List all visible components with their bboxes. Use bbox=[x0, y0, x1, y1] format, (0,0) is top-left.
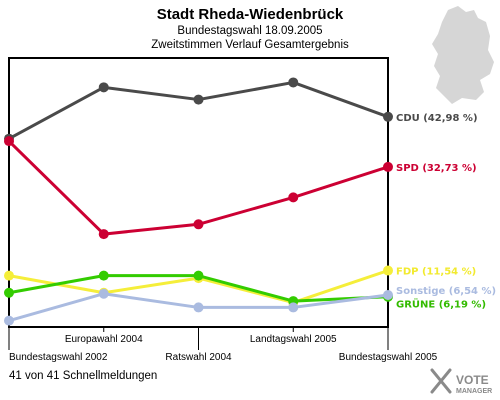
series-layer bbox=[4, 77, 393, 326]
data-point-sonstige-4 bbox=[383, 290, 393, 301]
series-label-sonstige: Sonstige (6,54 %) bbox=[396, 286, 496, 297]
series-label-layer: CDU (42,98 %) SPD (32,73 %) FDP (11,54 %) G… bbox=[396, 113, 496, 311]
data-point-fdp-4 bbox=[383, 265, 393, 276]
data-point-gr-ne-1 bbox=[98, 270, 109, 281]
vote-manager-logo-icon bbox=[430, 368, 452, 394]
series-label-fdp: FDP (11,54 %) bbox=[396, 267, 476, 278]
vote-manager-logo: VOTE MANAGER bbox=[430, 368, 492, 395]
chart-subtitle-description: Zweitstimmen Verlauf Gesamtergebnis bbox=[151, 39, 349, 51]
data-point-spd-2 bbox=[193, 219, 204, 230]
data-point-sonstige-1 bbox=[98, 288, 109, 299]
x-axis: Bundestagswahl 2002 Europawahl 2004 Ratswa… bbox=[8, 327, 438, 363]
footer-status: 41 von 41 Schnellmeldungen bbox=[9, 370, 157, 382]
data-point-cdu-4 bbox=[383, 111, 393, 122]
series-label-cdu: CDU (42,98 %) bbox=[396, 113, 478, 124]
data-point-spd-1 bbox=[98, 229, 109, 240]
data-point-cdu-3 bbox=[288, 77, 299, 88]
series-label-gr-ne: GRÜNE (6,19 %) bbox=[396, 297, 486, 311]
data-point-spd-4 bbox=[383, 161, 393, 172]
chart-subtitle-date: Bundestagswahl 18.09.2005 bbox=[177, 25, 322, 37]
germany-map-icon bbox=[432, 6, 494, 104]
data-point-gr-ne-0 bbox=[4, 287, 14, 298]
data-point-fdp-0 bbox=[4, 270, 14, 281]
series-label-spd: SPD (32,73 %) bbox=[396, 163, 477, 174]
data-point-sonstige-3 bbox=[288, 302, 299, 313]
data-point-gr-ne-2 bbox=[193, 270, 204, 281]
x-tick-label-4: Bundestagswahl 2005 bbox=[339, 352, 438, 363]
x-tick-label-2: Ratswahl 2004 bbox=[165, 352, 232, 363]
x-tick-label-3: Landtagswahl 2005 bbox=[250, 334, 337, 345]
data-point-spd-0 bbox=[4, 136, 14, 147]
logo-word-vote: VOTE bbox=[456, 373, 489, 387]
x-tick-label-0: Bundestagswahl 2002 bbox=[9, 352, 108, 363]
chart-title: Stadt Rheda-Wiedenbrück bbox=[157, 6, 344, 23]
data-point-spd-3 bbox=[288, 192, 299, 203]
x-tick-label-1: Europawahl 2004 bbox=[65, 334, 143, 345]
data-point-sonstige-2 bbox=[193, 302, 204, 313]
data-point-cdu-1 bbox=[98, 82, 109, 93]
data-point-sonstige-0 bbox=[4, 315, 14, 326]
logo-word-manager: MANAGER bbox=[456, 388, 492, 395]
data-point-cdu-2 bbox=[193, 94, 204, 105]
